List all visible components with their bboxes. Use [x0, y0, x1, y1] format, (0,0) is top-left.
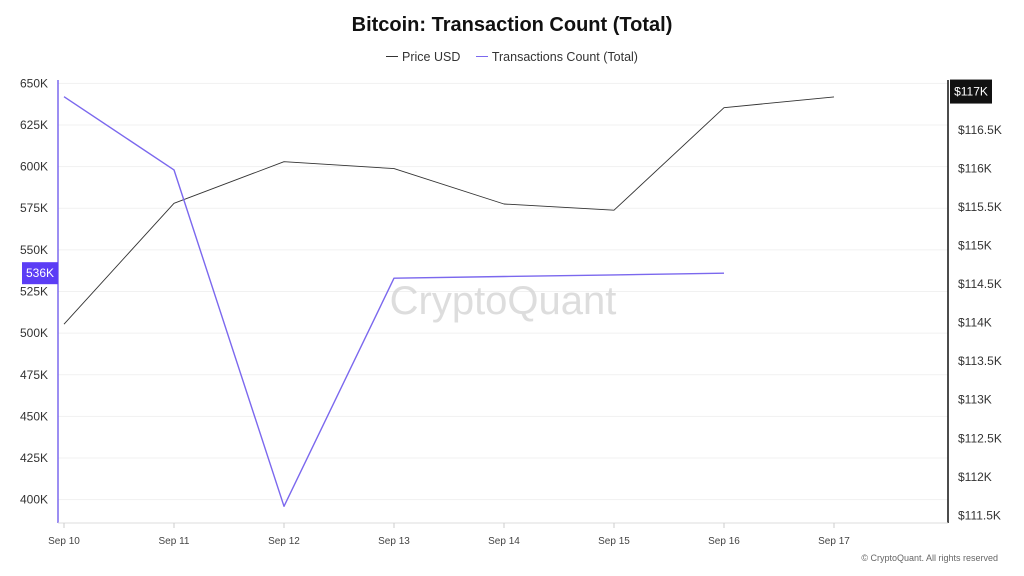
x-tick-label: Sep 11	[159, 536, 190, 547]
legend-item-price[interactable]: Price USD	[386, 50, 460, 64]
legend-label-transactions: Transactions Count (Total)	[491, 50, 638, 64]
y-left-tick-label: 425K	[20, 451, 48, 465]
x-tick-label: Sep 17	[818, 536, 850, 547]
x-tick-label: Sep 10	[48, 536, 80, 547]
y-right-tick-label: $116.5K	[958, 123, 1002, 137]
x-tick-label: Sep 13	[378, 536, 410, 547]
watermark: CryptoQuant	[390, 279, 617, 323]
y-left-tick-label: 625K	[20, 118, 48, 132]
x-tick-label: Sep 16	[708, 536, 740, 547]
y-right-tick-label: $114K	[958, 316, 992, 330]
y-left-tick-label: 650K	[20, 76, 48, 90]
y-left-tick-label: 550K	[20, 243, 48, 257]
legend-swatch-transactions	[475, 56, 488, 58]
y-left-tick-label: 600K	[20, 160, 48, 174]
y-right-tick-label: $116K	[958, 162, 992, 176]
y-right-tick-label: $113K	[958, 393, 992, 407]
copyright-notice: © CryptoQuant. All rights reserved	[861, 553, 998, 563]
y-right-tick-label: $112K	[958, 470, 992, 484]
left-value-badge	[22, 262, 58, 285]
y-left-tick-label: 475K	[20, 368, 48, 382]
legend-swatch-price	[386, 56, 399, 58]
series-line-price	[63, 96, 835, 325]
y-left-tick-label: 525K	[20, 285, 48, 299]
y-right-tick-label: $112.5K	[958, 431, 1002, 445]
y-right-tick-label: $115K	[958, 239, 992, 253]
y-right-tick-label: $113.5K	[958, 354, 1002, 368]
legend-item-transactions[interactable]: Transactions Count (Total)	[475, 50, 638, 64]
legend: Price USD Transactions Count (Total)	[0, 50, 1024, 64]
left-value-badge-label: 536K	[26, 266, 54, 280]
y-left-tick-label: 400K	[20, 493, 48, 507]
series-line-transactions	[63, 96, 725, 507]
y-left-tick-label: 575K	[20, 201, 48, 215]
y-right-tick-label: $115.5K	[958, 200, 1002, 214]
right-value-badge	[950, 79, 992, 104]
x-tick-label: Sep 12	[268, 536, 300, 547]
x-tick-label: Sep 15	[598, 536, 630, 547]
y-right-tick-label: $114.5K	[958, 277, 1002, 291]
chart-title: Bitcoin: Transaction Count (Total)	[351, 14, 673, 36]
legend-label-price: Price USD	[402, 50, 461, 64]
x-tick-label: Sep 14	[488, 536, 520, 547]
y-left-tick-label: 450K	[20, 409, 48, 423]
y-right-tick-label: $111.5K	[958, 508, 1001, 522]
right-value-badge-label: $117K	[954, 85, 988, 99]
y-left-tick-label: 500K	[20, 326, 48, 340]
